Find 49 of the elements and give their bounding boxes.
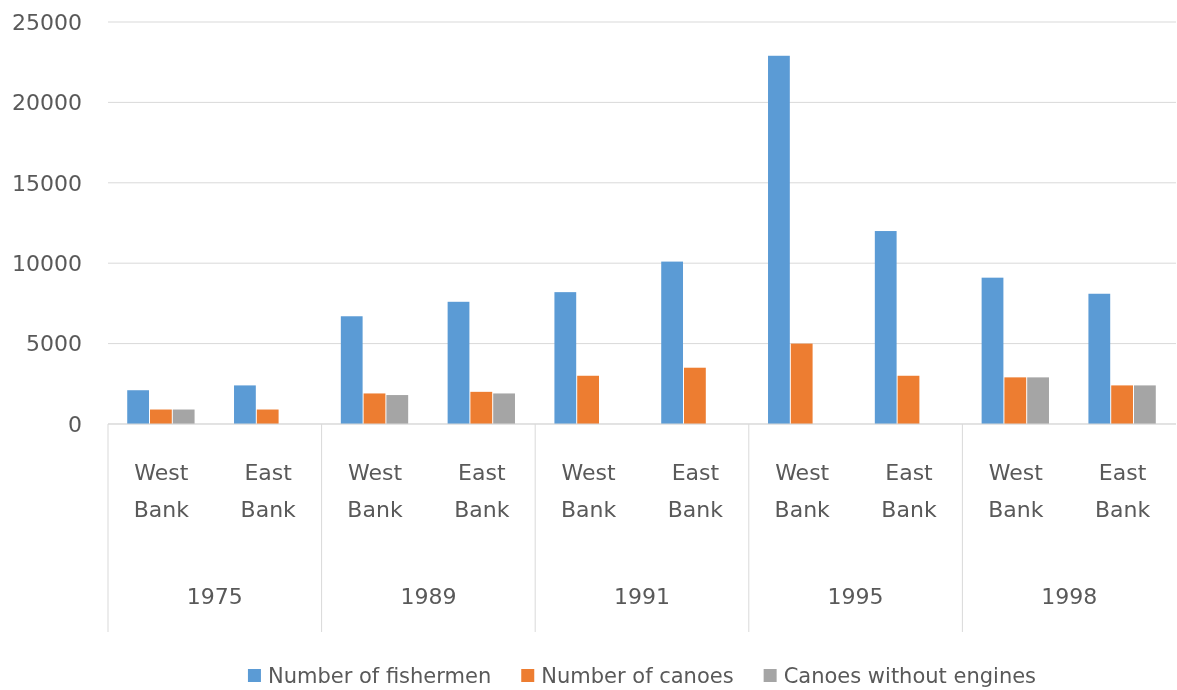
- x-tick-label: West Bank: [347, 460, 403, 522]
- bar: [684, 367, 706, 424]
- y-tick-label: 20000: [12, 90, 82, 116]
- y-tick-label: 10000: [12, 250, 82, 276]
- bar: [363, 393, 386, 424]
- x-tick-label: West Bank: [774, 460, 831, 522]
- bar: [874, 231, 897, 424]
- y-tick-label: 0: [68, 411, 82, 437]
- bar: [493, 393, 515, 424]
- y-tick-label: 5000: [26, 331, 82, 357]
- bar: [897, 375, 920, 424]
- x-tick-label: East Bank: [881, 460, 937, 522]
- text: 1991: [614, 584, 670, 609]
- bar: [1004, 377, 1027, 424]
- text: 1989: [400, 584, 457, 609]
- bar: [172, 409, 195, 424]
- bar: [150, 409, 172, 424]
- x-tick-label: East Bank: [1094, 460, 1151, 522]
- bar: [554, 292, 577, 424]
- x-tick-label: East Bank: [454, 460, 510, 522]
- bar: [447, 301, 470, 424]
- bar: [256, 409, 279, 424]
- bar: [1111, 385, 1133, 424]
- x-tick-label: West Bank: [988, 460, 1044, 522]
- bar: [1088, 293, 1111, 424]
- bar: [981, 277, 1004, 424]
- bar: [386, 395, 409, 424]
- bar: [790, 343, 813, 424]
- text: 1995: [827, 584, 884, 609]
- bar: [470, 391, 493, 424]
- y-tick-label: 25000: [12, 9, 82, 35]
- legend-label: Number of fishermen: [267, 664, 492, 689]
- x-tick-label: East Bank: [240, 460, 297, 522]
- legend-label: Number of canoes: [541, 664, 734, 689]
- text: 1998: [1041, 584, 1098, 609]
- legend-label: Canoes without engines: [783, 664, 1037, 689]
- bar: [1027, 377, 1049, 424]
- bar: [768, 55, 790, 424]
- x-tick-label: West Bank: [133, 460, 190, 522]
- bar: [577, 375, 599, 424]
- x-tick-label: East Bank: [667, 460, 724, 522]
- bar: [234, 385, 256, 424]
- text: 1975: [186, 584, 243, 609]
- bar: [1133, 385, 1156, 424]
- bar: [661, 261, 684, 424]
- x-tick-label: West Bank: [560, 460, 617, 522]
- bar: [340, 316, 363, 424]
- y-tick-label: 15000: [12, 170, 82, 196]
- bar: [127, 390, 150, 424]
